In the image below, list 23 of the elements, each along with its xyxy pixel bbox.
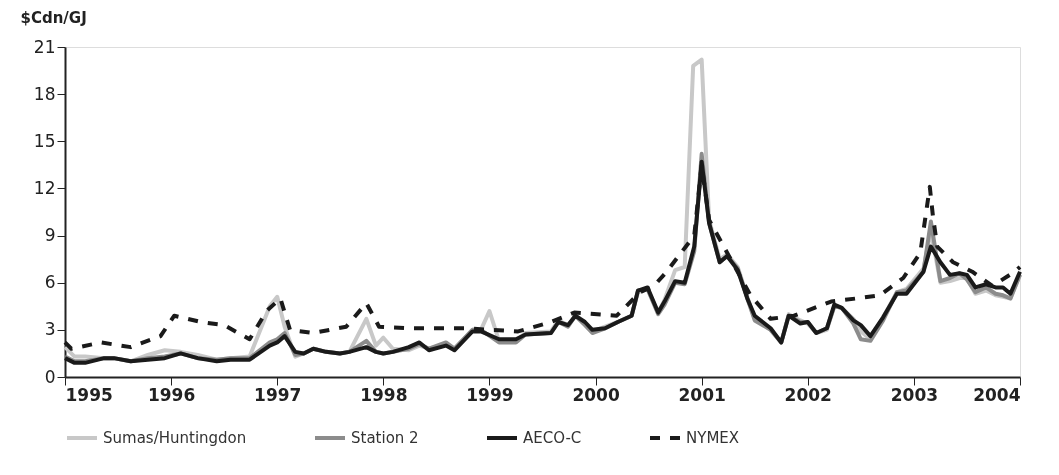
y-tick-label: 12 xyxy=(33,177,56,198)
y-tick-label: 18 xyxy=(33,83,56,104)
legend-label: Station 2 xyxy=(351,429,419,447)
x-tick-label: 1997 xyxy=(254,384,302,405)
legend-label: AECO-C xyxy=(523,429,582,447)
x-tick-label: 1996 xyxy=(147,384,196,405)
x-tick-label: 1995 xyxy=(65,384,113,405)
x-tick-label: 2001 xyxy=(678,384,726,405)
x-tick-label: 2000 xyxy=(572,384,620,405)
x-tick-label: 2003 xyxy=(890,384,939,405)
x-tick-label: 2002 xyxy=(784,384,832,405)
x-tick-label: 2004 xyxy=(973,384,1021,405)
x-tick-label: 1999 xyxy=(466,384,514,405)
legend-label: NYMEX xyxy=(686,429,740,447)
y-tick-label: 0 xyxy=(44,366,56,387)
y-tick-label: 15 xyxy=(33,130,56,151)
y-tick-label: 6 xyxy=(44,272,56,293)
x-tick-label: 1998 xyxy=(360,384,408,405)
legend-label: Sumas/Huntingdon xyxy=(103,429,247,447)
y-tick-label: 21 xyxy=(33,36,56,57)
y-axis-title: $Cdn/GJ xyxy=(20,8,87,27)
y-tick-label: 3 xyxy=(44,319,56,340)
y-tick-label: 9 xyxy=(44,225,56,246)
